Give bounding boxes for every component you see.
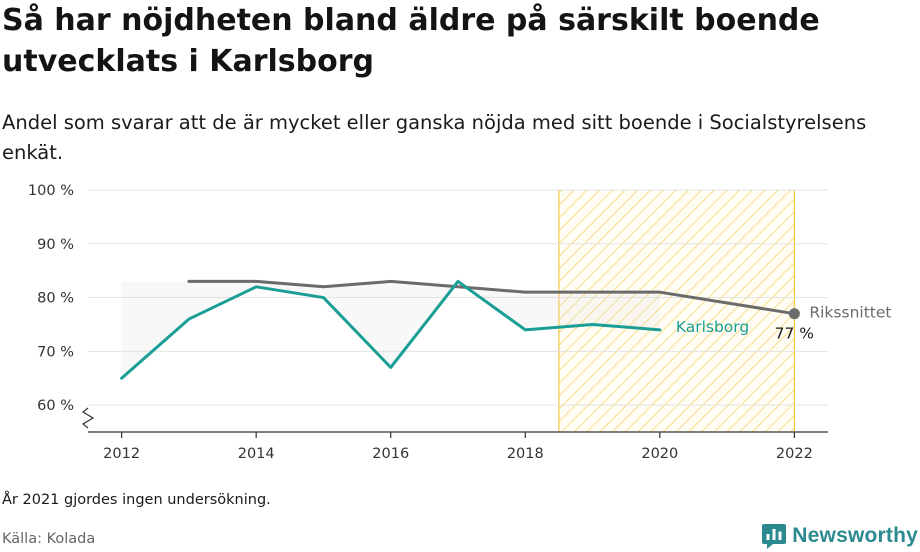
data-point [255, 285, 258, 288]
y-tick-label: 90 % [37, 237, 74, 253]
x-axis-labels: 2012 2014 2016 2018 2020 2022 [103, 446, 813, 462]
y-tick-label: 100 % [28, 183, 74, 199]
series-label-karlsborg: Karlsborg [676, 318, 749, 336]
x-tick-label: 2022 [776, 446, 813, 462]
newsworthy-logo[interactable]: Newsworthy [761, 520, 918, 552]
end-value-label: 77 % [775, 325, 814, 343]
page-title: Så har nöjdheten bland äldre på särskilt… [2, 3, 820, 79]
x-tick-label: 2020 [641, 446, 678, 462]
series-line-rikssnittet [187, 279, 796, 316]
data-point [187, 280, 190, 283]
data-point [591, 323, 594, 326]
x-axis [81, 407, 828, 438]
difference-area [121, 281, 660, 379]
x-tick-label: 2016 [372, 446, 409, 462]
data-point [322, 296, 325, 299]
highlight-area [558, 190, 795, 432]
data-point [457, 285, 460, 288]
data-point [187, 318, 190, 321]
brand-name: Newsworthy [792, 524, 918, 547]
series-line-karlsborg [120, 279, 662, 380]
data-point [658, 291, 661, 294]
data-point [255, 280, 258, 283]
series-lines [120, 279, 796, 380]
y-tick-label: 70 % [37, 344, 74, 360]
y-tick-label: 80 % [37, 291, 74, 307]
data-point [591, 291, 594, 294]
comparison-fill [121, 281, 660, 379]
series-labels: Rikssnittet 77 % Karlsborg [676, 304, 892, 343]
series-label-rikssnittet: Rikssnittet [809, 304, 891, 322]
x-tick-label: 2018 [507, 446, 544, 462]
highlight-region [558, 190, 795, 432]
chart-subtitle: Andel som svarar att de är mycket eller … [2, 111, 867, 164]
y-tick-label: 60 % [37, 398, 74, 414]
y-axis-labels: 60 % 70 % 80 % 90 % 100 % [28, 183, 74, 414]
data-point [120, 377, 123, 380]
data-point [524, 328, 527, 331]
data-point [658, 328, 661, 331]
x-tick-label: 2012 [103, 446, 140, 462]
source-credit: Källa: Kolada [2, 531, 96, 547]
data-point [389, 280, 392, 283]
footnote: År 2021 gjordes ingen undersökning. [2, 492, 271, 508]
end-point-marker [788, 308, 800, 320]
newsworthy-logo-icon [762, 524, 787, 549]
grid-lines [88, 189, 828, 406]
data-point [457, 280, 460, 283]
data-point [389, 366, 392, 369]
axis-break-icon [81, 407, 95, 429]
line-chart: 60 %70 %80 %90 %100 % 2012 2014 2016 2018 20… [28, 183, 892, 462]
data-point [322, 285, 325, 288]
data-point [524, 291, 527, 294]
x-tick-label: 2014 [238, 446, 275, 462]
